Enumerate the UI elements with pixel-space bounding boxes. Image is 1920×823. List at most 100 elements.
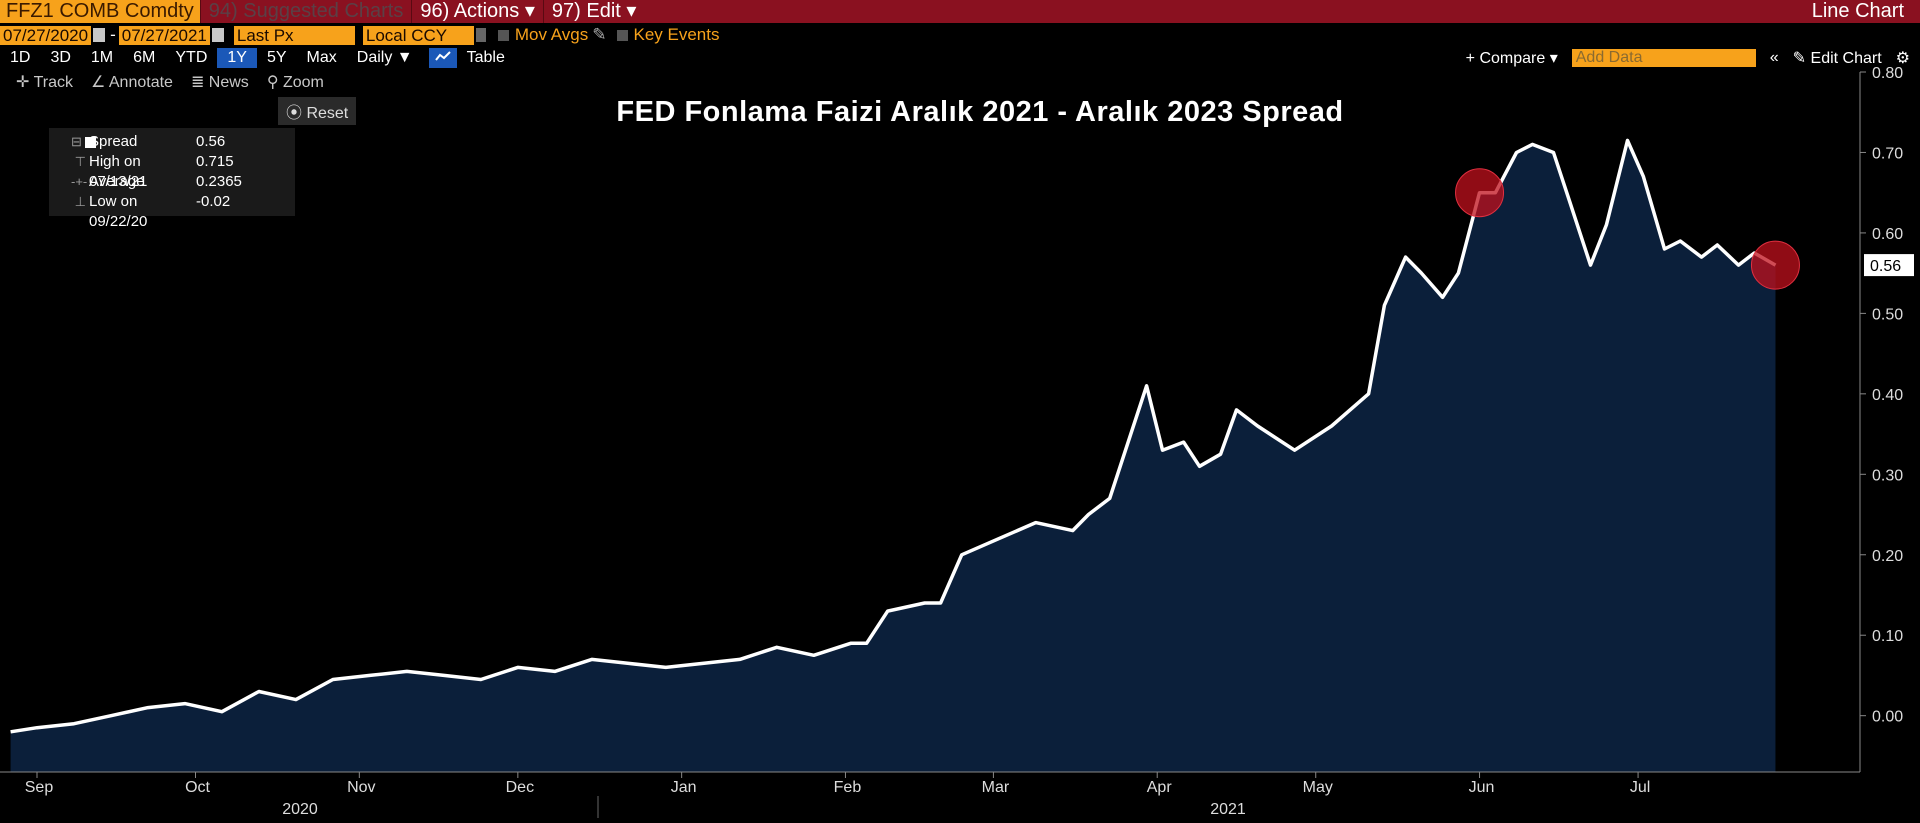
x-tick-label: May — [1303, 779, 1333, 796]
pencil-icon[interactable]: ✎ — [592, 25, 607, 44]
legend-average-label: Average — [89, 173, 145, 190]
chart-title: FED Fonlama Faizi Aralık 2021 - Aralık 2… — [616, 96, 1344, 128]
top-bar: FFZ1 COMB Comdty 94) Suggested Charts 96… — [0, 0, 1920, 23]
mov-avgs-label: Mov Avgs — [514, 25, 589, 44]
collapse-icon[interactable]: « — [1769, 49, 1779, 66]
suggested-charts-menu[interactable]: 94) Suggested Charts — [199, 0, 412, 23]
news-label: News — [208, 74, 249, 91]
highlight-marker — [1750, 240, 1800, 290]
y-tick-label: 0.40 — [1872, 387, 1903, 404]
legend-low-row: ⊥ Low on 09/22/20 -0.02 — [49, 192, 295, 230]
series-line — [10, 138, 1777, 734]
year-label: 2020 — [282, 801, 318, 818]
range-1d[interactable]: 1D — [10, 49, 31, 66]
average-marker-icon: -+- — [71, 174, 88, 189]
legend-high-label: High on 07/13/21 — [89, 153, 148, 190]
field-select[interactable]: Last Px — [233, 25, 355, 45]
reset-icon: ⦿ — [286, 105, 307, 122]
range-3d[interactable]: 3D — [50, 49, 71, 66]
x-tick-label: Mar — [982, 779, 1010, 796]
zoom-label: Zoom — [282, 74, 324, 91]
legend-low-label: Low on 09/22/20 — [89, 193, 148, 230]
table-button[interactable]: Table — [466, 49, 505, 66]
reset-label: Reset — [306, 105, 349, 122]
annotate-label: Annotate — [108, 74, 173, 91]
legend-series-value: 0.56 — [196, 133, 226, 150]
crosshair-icon: ✛ — [16, 74, 34, 91]
y-tick-label: 0.30 — [1872, 467, 1903, 484]
pencil-icon: ✎ — [1792, 50, 1811, 67]
y-tick-label: 0.80 — [1872, 65, 1903, 82]
year-label: 2021 — [1210, 801, 1246, 818]
annotate-icon: ∠ — [90, 74, 109, 91]
legend-average-row: -+- Average 0.2365 — [49, 172, 295, 192]
reset-button[interactable]: ⦿ Reset — [278, 97, 357, 125]
magnifier-icon: ⚲ — [266, 74, 283, 91]
calendar-icon[interactable] — [93, 28, 106, 42]
line-chart-icon[interactable] — [428, 48, 457, 68]
mov-avgs-checkbox[interactable] — [497, 29, 509, 41]
edit-menu[interactable]: 97) Edit ▾ — [542, 0, 645, 23]
x-tick-label: Sep — [25, 779, 54, 796]
start-date-input[interactable]: 07/27/2020 — [0, 25, 92, 45]
range-1y[interactable]: 1Y — [217, 48, 257, 68]
date-separator: - — [110, 25, 116, 44]
x-tick-label: Jul — [1630, 779, 1650, 796]
range-1m[interactable]: 1M — [90, 49, 114, 66]
y-tick-label: 0.60 — [1872, 226, 1903, 243]
legend-high-value: 0.715 — [196, 153, 234, 170]
y-tick-label: 0.00 — [1872, 709, 1903, 726]
range-5y[interactable]: 5Y — [266, 49, 287, 66]
range-6m[interactable]: 6M — [133, 49, 156, 66]
key-events-checkbox[interactable] — [616, 29, 628, 41]
ticker-field[interactable]: FFZ1 COMB Comdty — [0, 0, 200, 23]
chart-type-label: Line Chart — [1811, 0, 1904, 22]
track-label: Track — [33, 74, 73, 91]
high-marker-icon: ⊤ — [71, 154, 86, 169]
x-tick-label: Dec — [506, 779, 534, 796]
compare-button[interactable]: + Compare ▾ — [1465, 50, 1558, 67]
news-tool[interactable]: ≣ News — [191, 72, 249, 92]
range-max[interactable]: Max — [306, 49, 337, 66]
legend-average-value: 0.2365 — [196, 173, 242, 190]
legend-low-value: -0.02 — [196, 193, 231, 210]
gear-icon[interactable]: ⚙ — [1895, 50, 1910, 67]
x-tick-label: Jan — [671, 779, 697, 796]
legend-series-row[interactable]: ⊟ Spread 0.56 — [49, 132, 295, 152]
legend-box: ⊟ Spread 0.56 ⊤ High on 07/13/21 0.715 -+-… — [49, 128, 295, 230]
low-marker-icon: ⊥ — [71, 194, 86, 209]
annotate-tool[interactable]: ∠ Annotate — [91, 72, 173, 92]
date-controls: 07/27/2020 - 07/27/2021 Last Px Local CC… — [0, 24, 1920, 46]
y-tick-label: 0.70 — [1872, 145, 1903, 162]
currency-select[interactable]: Local CCY — [362, 25, 474, 45]
calendar-icon[interactable] — [211, 28, 224, 42]
x-tick-label: Nov — [347, 779, 375, 796]
x-tick-label: Oct — [185, 779, 210, 796]
range-ytd[interactable]: YTD — [175, 49, 208, 66]
range-bar: 1D 3D 1M 6M YTD 1Y 5Y Max Daily ▼ Table … — [0, 47, 1920, 69]
end-date-input[interactable]: 07/27/2021 — [118, 25, 210, 45]
series-area — [10, 140, 1776, 772]
last-value-badge — [1864, 254, 1914, 277]
key-events-label: Key Events — [633, 25, 720, 44]
x-tick-label: Feb — [834, 779, 862, 796]
add-data-input[interactable]: Add Data — [1571, 49, 1756, 67]
x-tick-label: Jun — [1469, 779, 1495, 796]
news-icon: ≣ — [190, 74, 209, 91]
edit-chart-button[interactable]: ✎ Edit Chart — [1793, 48, 1882, 68]
zoom-tool[interactable]: ⚲ Zoom — [267, 72, 324, 92]
x-tick-label: Apr — [1147, 779, 1173, 796]
legend-swatch-icon: ⊟ — [71, 132, 96, 152]
track-tool[interactable]: ✛ Track — [16, 72, 73, 92]
legend-series-name: Spread — [89, 133, 138, 150]
actions-menu[interactable]: 96) Actions ▾ — [411, 0, 543, 23]
y-tick-label: 0.10 — [1872, 628, 1903, 645]
frequency-select[interactable]: Daily ▼ — [356, 49, 413, 66]
chevron-down-icon[interactable] — [475, 28, 486, 42]
edit-chart-label: Edit Chart — [1810, 50, 1882, 67]
last-value-label: 0.56 — [1870, 258, 1901, 275]
y-tick-label: 0.50 — [1872, 306, 1903, 323]
legend-high-row: ⊤ High on 07/13/21 0.715 — [49, 152, 295, 190]
y-tick-label: 0.20 — [1872, 548, 1903, 565]
